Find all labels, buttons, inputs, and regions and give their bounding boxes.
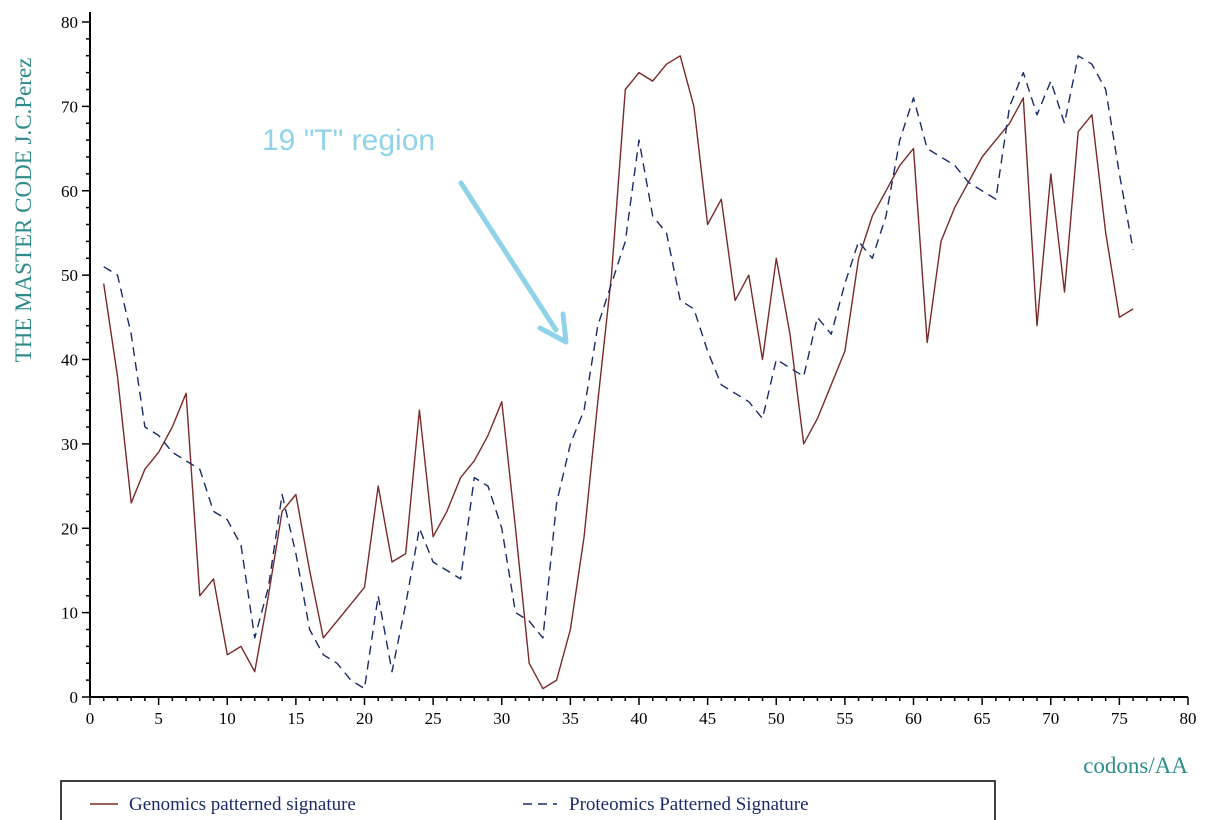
- x-tick-label: 70: [1042, 709, 1059, 728]
- x-tick-label: 20: [356, 709, 373, 728]
- x-tick-label: 10: [219, 709, 236, 728]
- x-tick-label: 80: [1180, 709, 1197, 728]
- x-axis-title: codons/AA: [1083, 753, 1188, 778]
- y-axis-ticks: 0 10 20 30 40 50 60 70 80: [61, 13, 90, 707]
- annotation: 19 "T" region: [262, 124, 569, 345]
- series-line-proteomics: [103, 55, 1134, 690]
- y-tick-label: 20: [61, 519, 78, 538]
- x-tick-label: 50: [768, 709, 785, 728]
- y-tick-label: 70: [61, 97, 78, 116]
- y-tick-label: 80: [61, 13, 78, 32]
- x-tick-label: 5: [154, 709, 163, 728]
- annotation-arrow: [458, 180, 559, 333]
- legend-box: [60, 780, 996, 820]
- legend-label-proteomics: Proteomics Patterned Signature: [569, 794, 809, 815]
- x-tick-label: 0: [86, 709, 95, 728]
- y-tick-label: 40: [61, 351, 78, 370]
- x-tick-label: 15: [287, 709, 304, 728]
- y-tick-label: 10: [61, 604, 78, 623]
- x-tick-label: 25: [425, 709, 442, 728]
- y-tick-label: 60: [61, 182, 78, 201]
- legend-label-genomics: Genomics patterned signature: [129, 794, 356, 815]
- x-tick-label: 55: [836, 709, 853, 728]
- x-axis-ticks: 0 5 10 15 20 25 30 35 40 45 50 55 60 65 70 75 80: [86, 697, 1197, 728]
- x-tick-label: 40: [631, 709, 648, 728]
- annotation-arrowhead: [537, 311, 569, 345]
- legend: Genomics patterned signature Proteomics …: [60, 780, 996, 820]
- x-tick-label: 60: [905, 709, 922, 728]
- y-axis-title: THE MASTER CODE J.C.Perez: [11, 58, 36, 363]
- plot-area: [103, 55, 1134, 690]
- x-tick-label: 35: [562, 709, 579, 728]
- x-tick-label: 45: [699, 709, 716, 728]
- x-tick-label: 65: [974, 709, 991, 728]
- y-tick-label: 50: [61, 266, 78, 285]
- annotation-label: 19 "T" region: [262, 124, 435, 157]
- x-tick-label: 75: [1111, 709, 1128, 728]
- y-tick-label: 30: [61, 435, 78, 454]
- series-line-genomics: [103, 55, 1134, 690]
- y-tick-label: 0: [70, 688, 79, 707]
- x-tick-label: 30: [493, 709, 510, 728]
